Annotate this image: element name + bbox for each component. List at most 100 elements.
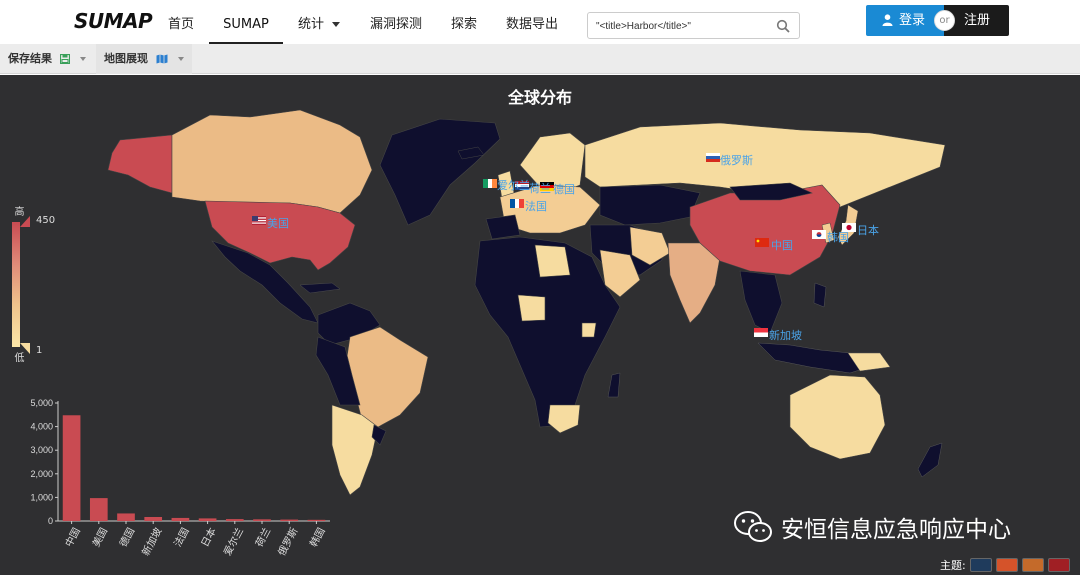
nav-item-home[interactable]: 首页	[168, 17, 195, 32]
result-toolbar: 保存结果 地图展现	[0, 44, 1080, 74]
country-philippines[interactable]	[813, 282, 827, 308]
nav-item-vuln-scan[interactable]: 漏洞探测	[370, 17, 423, 32]
bar-chart-y-tick-label: 4,000	[30, 422, 53, 432]
country-argentina[interactable]	[331, 404, 379, 496]
country-greenland[interactable]	[379, 118, 501, 226]
theme-swatch-amber[interactable]	[1021, 558, 1044, 572]
top-navigation-bar: SUMAP 首页 SUMAP 统计 漏洞探测 探索 数据导出 登录 or 注册	[0, 0, 1080, 44]
flag-russia	[706, 153, 720, 162]
legend-high-handle[interactable]	[20, 216, 30, 227]
label-germany: 德国	[553, 183, 575, 196]
bar-chart-y-tick-label: 1,000	[30, 492, 53, 502]
wechat-watermark: 安恒信息应急响应中心	[733, 507, 1011, 547]
bar-chart-bar[interactable]	[280, 519, 299, 521]
login-button[interactable]: 登录	[866, 5, 944, 36]
bar-chart-category-label: 新加坡	[139, 525, 165, 558]
world-distribution-map: 全球分布	[0, 75, 1080, 575]
bar-chart-y-tick-label: 0	[48, 516, 53, 526]
flag-ireland	[483, 179, 497, 188]
country-nigeria[interactable]	[517, 294, 546, 322]
chevron-down-icon	[332, 22, 341, 27]
bar-chart-bar[interactable]	[89, 498, 108, 521]
country-mongolia[interactable]	[729, 182, 813, 201]
country-uruguay[interactable]	[371, 424, 387, 446]
bar-chart-category-label: 俄罗斯	[275, 525, 301, 558]
label-netherlands: 荷兰	[529, 182, 551, 195]
bar-chart-bar[interactable]	[144, 516, 163, 521]
country-new-zealand[interactable]	[917, 442, 943, 478]
label-usa: 美国	[267, 217, 289, 230]
country-saudi-arabia[interactable]	[599, 249, 641, 298]
save-result-button[interactable]: 保存结果	[0, 44, 94, 74]
legend-min-value: 1	[36, 345, 43, 356]
bar-chart-bar[interactable]	[198, 518, 217, 521]
flag-korea	[812, 230, 826, 239]
sumap-logo[interactable]: SUMAP	[74, 9, 153, 33]
country-russia[interactable]	[584, 122, 946, 208]
country-mexico[interactable]	[211, 240, 319, 324]
country-kenya[interactable]	[581, 322, 597, 338]
country-madagascar[interactable]	[607, 372, 621, 398]
flag-japan	[842, 223, 856, 232]
bar-chart-category-label: 美国	[89, 525, 110, 549]
bar-chart-bar[interactable]	[117, 513, 135, 521]
watermark-text: 安恒信息应急响应中心	[781, 517, 1011, 543]
bar-chart-bar[interactable]	[62, 415, 81, 521]
bar-chart-category-label: 日本	[198, 525, 219, 549]
legend-max-value: 450	[36, 215, 56, 226]
bar-chart-y-tick-label: 2,000	[30, 469, 53, 479]
search-icon[interactable]	[776, 19, 790, 33]
legend-low-handle[interactable]	[20, 343, 30, 354]
country-papua-new-guinea[interactable]	[847, 352, 891, 372]
legend-color-scale	[12, 222, 20, 347]
country-brazil[interactable]	[344, 326, 429, 428]
country-count-bar-chart: 0 1,000 2,000 3,000 4,000 5,000 中国 美国 德国 新加坡 法国 日本爱…	[30, 398, 330, 558]
theme-label: 主题:	[940, 559, 966, 572]
nav-item-stats[interactable]: 统计	[298, 0, 341, 44]
theme-swatch-crimson[interactable]	[1047, 558, 1070, 572]
country-canada[interactable]	[171, 109, 373, 214]
caribbean-islands[interactable]	[299, 282, 341, 294]
bar-chart-bar[interactable]	[307, 519, 326, 521]
country-india[interactable]	[667, 242, 721, 324]
map-title: 全球分布	[507, 88, 572, 107]
chevron-down-icon	[177, 57, 184, 61]
flag-france	[510, 199, 524, 208]
country-southeast-asia[interactable]	[739, 270, 783, 334]
bar-chart-bar[interactable]	[225, 519, 244, 521]
label-singapore: 新加坡	[769, 329, 802, 342]
bar-chart-bar[interactable]	[253, 519, 271, 521]
theme-swatch-orange[interactable]	[995, 558, 1018, 572]
theme-selector: 主题:	[940, 557, 1070, 573]
nav-item-explore[interactable]: 探索	[451, 17, 478, 32]
bar-chart-category-label: 韩国	[307, 525, 328, 549]
legend-high-label: 高	[12, 206, 23, 216]
flag-germany	[540, 182, 554, 191]
label-korea: 韩国	[827, 231, 849, 244]
country-australia[interactable]	[789, 374, 886, 460]
country-iberia[interactable]	[485, 214, 521, 240]
label-ireland: 爱尔兰	[497, 179, 530, 192]
flag-china	[755, 238, 769, 247]
bar-chart-category-label: 中国	[62, 525, 83, 549]
nav-item-data-export[interactable]: 数据导出	[506, 17, 559, 32]
flag-netherlands	[515, 181, 529, 190]
country-south-africa[interactable]	[547, 404, 581, 434]
country-central-asia[interactable]	[599, 184, 701, 226]
flag-usa	[252, 216, 266, 225]
country-libya[interactable]	[534, 244, 571, 278]
theme-swatch-navy[interactable]	[969, 558, 992, 572]
search-input[interactable]	[596, 17, 776, 35]
legend-low-label: 低	[12, 352, 23, 362]
map-view-button[interactable]: 地图展现	[96, 44, 192, 74]
bar-chart-bar[interactable]	[171, 517, 190, 521]
country-iceland[interactable]	[457, 146, 485, 160]
country-alaska[interactable]	[107, 134, 173, 194]
nav-item-stats-label: 统计	[298, 17, 325, 32]
country-iran[interactable]	[629, 226, 671, 266]
nav-item-sumap[interactable]: SUMAP	[209, 0, 283, 44]
flag-singapore	[754, 328, 768, 337]
country-usa[interactable]	[204, 200, 356, 271]
country-peru[interactable]	[315, 336, 361, 406]
